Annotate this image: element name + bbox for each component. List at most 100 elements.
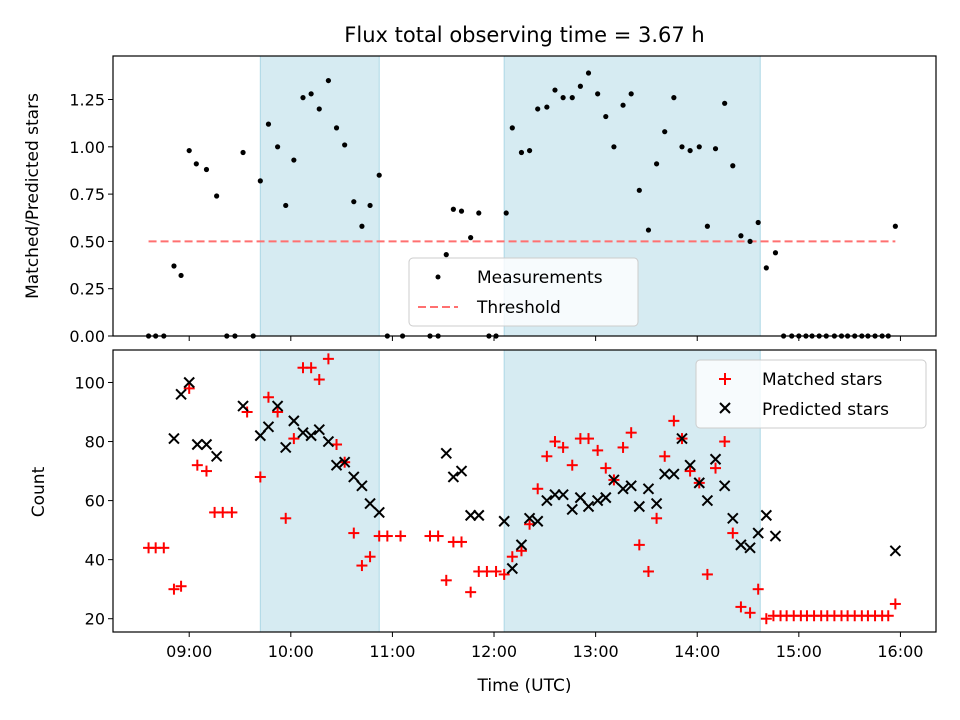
measurement-point [662, 129, 668, 135]
x-b [744, 542, 756, 554]
measurement-point [509, 125, 515, 131]
top-y-tick-label: 0.00 [69, 327, 105, 346]
x-b [210, 450, 223, 463]
x-b [760, 509, 773, 522]
x-tick-label: 11:00 [369, 642, 415, 661]
predicted-star-point [684, 459, 696, 471]
measurement-point [526, 147, 533, 154]
measurement-point [325, 77, 332, 84]
matched-star-point [735, 601, 747, 613]
measurement-point [747, 238, 753, 245]
x-b [701, 494, 714, 507]
x-b [447, 471, 460, 483]
matched-star-point [226, 506, 238, 518]
matched-star-point [710, 462, 722, 474]
predicted-star-point [455, 465, 468, 477]
x-b [668, 468, 680, 480]
x-b [727, 512, 739, 525]
measurement-point [730, 163, 736, 169]
predicted-star-point [254, 429, 267, 442]
predicted-star-point [297, 426, 309, 439]
measurement-point [687, 147, 693, 154]
measurement-point [458, 208, 465, 214]
measurement-point [628, 91, 634, 97]
measurement-point [712, 146, 719, 152]
bottom-y-tick-label: 60 [85, 492, 105, 511]
predicted-star-point [676, 432, 688, 445]
predicted-star-point [498, 515, 510, 527]
predicted-star-point [168, 432, 180, 445]
x-b [752, 527, 764, 539]
predicted-star-point [582, 500, 595, 513]
predicted-star-point [549, 488, 561, 501]
matched-star-point [313, 374, 325, 386]
matched-star-point [719, 436, 731, 448]
predicted-star-point [364, 497, 376, 510]
x-b [769, 530, 782, 542]
x-b [523, 512, 536, 525]
bottom-series-0 [143, 353, 901, 625]
predicted-star-point [330, 459, 343, 471]
x-b [288, 415, 300, 427]
legend-label-measurements: Measurements [477, 268, 603, 288]
matched-star-point [432, 530, 444, 542]
measurement-point [696, 144, 702, 150]
predicted-star-point [769, 530, 782, 542]
bottom-y-tick-label: 100 [74, 373, 105, 392]
matched-star-point [583, 433, 595, 445]
predicted-star-point [210, 450, 223, 463]
x-b [532, 515, 544, 527]
predicted-star-point [718, 480, 731, 492]
measurement-point [308, 91, 314, 97]
predicted-star-point [659, 468, 671, 480]
measurement-point [544, 104, 550, 110]
bottom-legend: Matched stars Predicted stars [695, 359, 927, 429]
measurement-point [636, 187, 642, 193]
matched-star-point [701, 568, 713, 580]
measurement-point [518, 149, 525, 156]
predicted-star-point [566, 503, 578, 516]
x-tick-label: 10:00 [268, 642, 314, 661]
matched-star-point [600, 462, 612, 474]
x-b [541, 494, 553, 507]
x-b [168, 432, 180, 445]
x-b [200, 438, 213, 451]
predicted-star-point [373, 506, 385, 519]
chart-title: Flux total observing time = 3.67 h [344, 23, 704, 47]
x-b [617, 483, 629, 495]
top-y-tick-label: 1.00 [69, 138, 105, 157]
measurement-point [892, 223, 898, 229]
measurement-point [257, 178, 263, 184]
x-b [582, 500, 595, 513]
x-b [313, 424, 325, 436]
matched-star-point [617, 441, 629, 453]
measurement-point [645, 227, 652, 233]
matched-star-point [889, 598, 901, 610]
predicted-star-point [557, 488, 569, 501]
bottom-shaded-span-0 [259, 349, 380, 633]
matched-star-point [158, 542, 170, 554]
measurement-point [577, 83, 583, 89]
matched-star-point [465, 586, 477, 598]
x-b [373, 506, 385, 519]
top-y-tick-label: 0.50 [69, 232, 105, 251]
x-b [566, 503, 578, 516]
x-tick-label: 12:00 [471, 642, 517, 661]
legend-dot-icon [435, 274, 441, 280]
x-b [254, 429, 267, 442]
matched-star-point [381, 530, 393, 542]
top-y-tick-label: 1.25 [69, 91, 105, 110]
predicted-star-point [271, 400, 284, 412]
matched-star-point [744, 607, 756, 619]
predicted-star-point [532, 515, 544, 527]
measurement-point [476, 210, 482, 216]
measurement-point [333, 125, 340, 131]
matched-star-point [175, 580, 187, 592]
predicted-star-point [338, 456, 351, 468]
x-b [600, 491, 612, 504]
matched-star-point [633, 539, 645, 551]
x-b [271, 400, 284, 412]
measurement-point [585, 70, 592, 76]
matched-star-point [557, 441, 569, 453]
